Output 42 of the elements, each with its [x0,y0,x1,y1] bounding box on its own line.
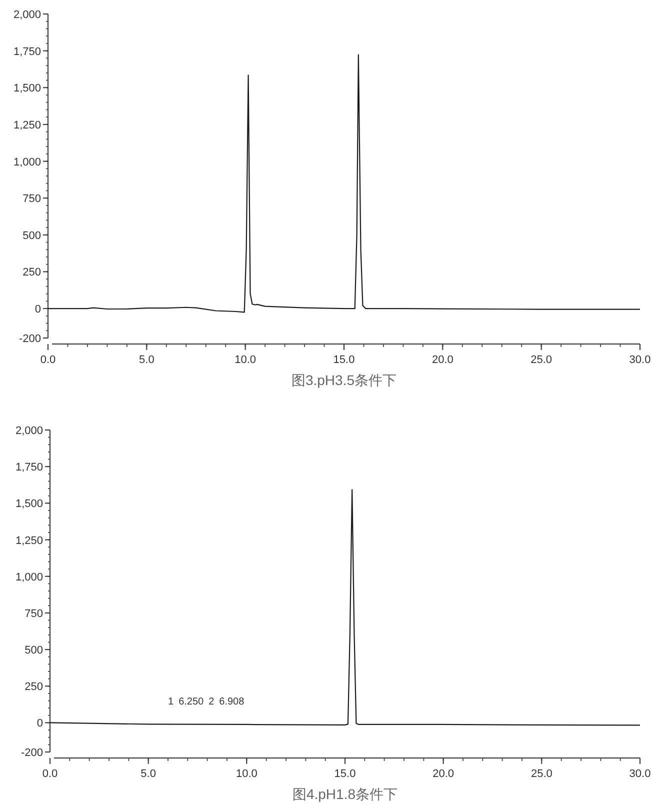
x-tick-label: 10.0 [234,354,256,366]
y-tick-label: 2,000 [13,9,41,21]
y-tick-label: -200 [18,333,41,345]
x-tick-label: 10.0 [236,768,258,780]
y-tick-label: 1,250 [15,534,43,547]
y-tick-label: 1,750 [15,462,43,474]
y-tick-label: 1,000 [13,156,41,168]
line-series [49,489,641,726]
x-tick-label: 25.0 [530,354,552,366]
x-tick-label: 5.0 [140,768,156,780]
y-tick-label: 1,750 [13,46,41,58]
y-tick-label: 250 [22,266,41,279]
x-tick-label: 30.0 [629,768,651,780]
text: 图3.pH3.5条件下 [291,372,397,388]
annotation: 6.908 [219,696,245,708]
y-tick-label: 1,250 [13,119,41,132]
annotation: 2 [208,696,215,708]
x-tick-label: 15.0 [333,354,355,366]
x-tick-label: 0.0 [40,354,56,366]
y-tick-label: 1,000 [15,571,43,584]
text: 图4.pH1.8条件下 [292,786,398,802]
x-tick-label: 5.0 [139,354,154,366]
x-tick-label: 0.0 [42,768,58,780]
y-tick-label: 250 [24,681,43,694]
y-tick-label: 1,500 [15,498,43,510]
y-tick-label: 750 [22,193,41,206]
annotation: 6.250 [178,696,204,708]
y-tick-label: 0 [36,718,43,730]
y-tick-label: 1,500 [13,82,41,95]
y-tick-label: 0 [34,304,41,316]
x-tick-label: 25.0 [530,768,552,780]
y-tick-label: 2,000 [15,425,43,437]
line-series [47,54,641,313]
annotation: 1 [168,696,174,708]
y-tick-label: 500 [24,644,43,657]
x-tick-label: 30.0 [629,354,651,366]
y-tick-label: 500 [22,230,41,242]
x-tick-label: 20.0 [432,354,454,366]
y-tick-label: -200 [20,747,43,759]
x-tick-label: 20.0 [432,768,454,780]
y-tick-label: 750 [24,608,43,620]
x-tick-label: 15.0 [334,768,356,780]
